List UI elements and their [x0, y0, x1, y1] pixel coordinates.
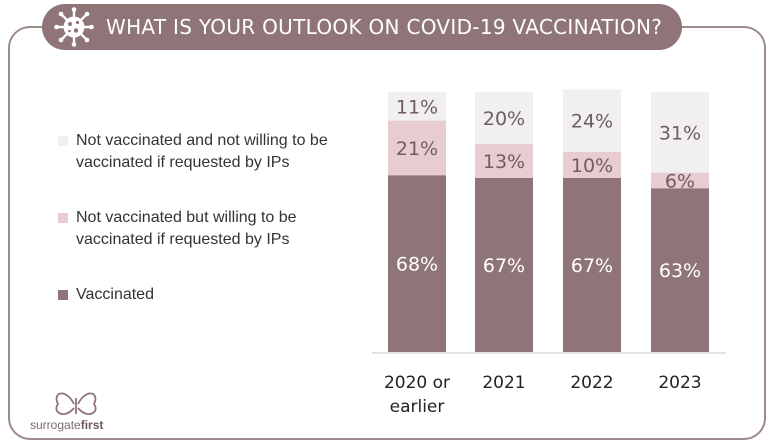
value-label-not-willing-2020-or-earlier: 11%	[396, 96, 438, 118]
legend-swatch-not-willing	[58, 136, 68, 146]
bar-not-willing-2023	[651, 92, 709, 173]
bar-not-willing-2021	[475, 92, 533, 144]
legend-label-vaccinated: Vaccinated	[76, 286, 154, 303]
value-label-not-willing-2022: 24%	[571, 111, 613, 133]
bar-vaccinated-2021	[475, 177, 533, 352]
bar-willing-2022	[563, 151, 621, 178]
legend-item-willing: Not vaccinated but willing to be vaccina…	[58, 207, 366, 251]
category-label-2021: 2021	[482, 373, 525, 393]
bar-vaccinated-2020-or-earlier	[388, 175, 446, 352]
legend-swatch-willing	[58, 213, 68, 223]
title-banner: WHAT IS YOUR OUTLOOK ON COVID-19 VACCINA…	[42, 4, 682, 50]
legend-label-not-willing: Not vaccinated and not willing to be vac…	[76, 132, 328, 171]
value-label-vaccinated-2020-or-earlier: 68%	[396, 254, 438, 276]
category-label-2023: 2023	[658, 373, 701, 393]
bar-vaccinated-2023	[651, 188, 709, 352]
value-label-willing-2023: 6%	[665, 170, 695, 192]
virus-icon	[54, 7, 94, 47]
legend-label-willing: Not vaccinated but willing to be vaccina…	[76, 209, 297, 248]
value-label-not-willing-2023: 31%	[659, 122, 701, 144]
bar-willing-2020-or-earlier	[388, 120, 446, 176]
value-label-willing-2020-or-earlier: 21%	[396, 138, 438, 160]
bar-not-willing-2022	[563, 89, 621, 152]
bar-vaccinated-2022	[563, 177, 621, 352]
value-label-not-willing-2021: 20%	[483, 108, 525, 130]
logo-suffix: first	[80, 418, 104, 432]
value-label-willing-2022: 10%	[571, 155, 613, 177]
bar-not-willing-2020-or-earlier	[388, 92, 446, 121]
chart-title: WHAT IS YOUR OUTLOOK ON COVID-19 VACCINA…	[106, 15, 663, 39]
value-label-vaccinated-2022: 67%	[571, 255, 613, 277]
category-label-2020-or-earlier-line-1: 2020 or	[384, 373, 450, 393]
chart-card	[8, 26, 766, 440]
bar-willing-2021	[475, 144, 533, 178]
legend-item-not-willing: Not vaccinated and not willing to be vac…	[58, 130, 366, 174]
butterfly-logo-icon	[55, 392, 97, 416]
bar-willing-2023	[651, 172, 709, 189]
category-label-2020-or-earlier-line-2: earlier	[390, 397, 445, 417]
logo-prefix: surrogate	[30, 418, 81, 432]
legend-swatch-vaccinated	[58, 290, 68, 300]
legend-item-vaccinated: Vaccinated	[58, 284, 366, 306]
category-label-2022: 2022	[570, 373, 613, 393]
value-label-vaccinated-2023: 63%	[659, 260, 701, 282]
logo-wordmark: surrogatefirst	[30, 418, 103, 432]
value-label-willing-2021: 13%	[483, 151, 525, 173]
value-label-vaccinated-2021: 67%	[483, 255, 525, 277]
